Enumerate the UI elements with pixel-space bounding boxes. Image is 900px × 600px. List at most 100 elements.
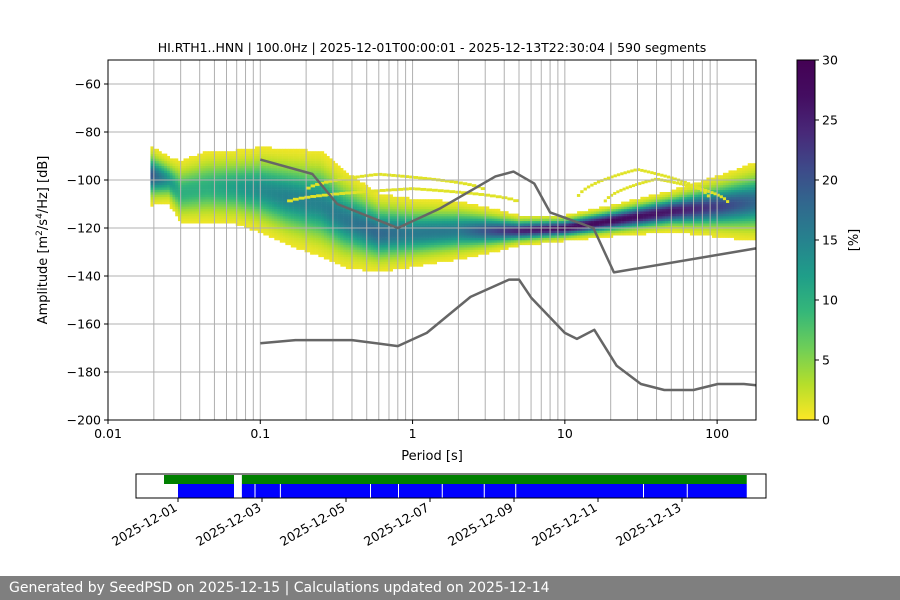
heatmap-cell <box>222 194 226 198</box>
heatmap-cell <box>665 213 669 217</box>
heatmap-cell <box>406 230 410 234</box>
heatmap-cell <box>643 228 647 231</box>
heatmap-cell <box>513 235 517 238</box>
heatmap-cell <box>312 168 316 171</box>
heatmap-cell <box>409 208 413 212</box>
heatmap-cell <box>480 247 484 250</box>
heatmap-cell <box>175 160 179 164</box>
heatmap-cell <box>279 228 283 231</box>
heatmap-cell <box>285 235 289 238</box>
heatmap-cell <box>428 218 432 222</box>
heatmap-cell <box>406 249 410 253</box>
heatmap-cell <box>271 151 275 154</box>
heatmap-cell <box>194 192 198 195</box>
heatmap-cell <box>266 194 270 198</box>
heatmap-cell <box>329 228 333 231</box>
heatmap-cell <box>329 168 333 171</box>
heatmap-cell <box>422 232 426 236</box>
heatmap-cell <box>447 220 451 224</box>
heatmap-cell <box>301 156 305 159</box>
heatmap-cell <box>345 182 349 186</box>
heatmap-cell <box>351 180 355 183</box>
heatmap-cell <box>199 168 204 171</box>
heatmap-cell <box>354 182 358 186</box>
heatmap-cell <box>340 225 344 229</box>
heatmap-cell <box>290 170 294 174</box>
heatmap-cell <box>268 182 272 186</box>
heatmap-cell <box>277 196 281 200</box>
heatmap-cell <box>164 156 168 159</box>
heatmap-cell <box>442 206 446 210</box>
heatmap-cell <box>175 208 179 212</box>
heatmap-cell <box>296 213 300 217</box>
heatmap-cell <box>290 237 294 241</box>
heatmap-cell <box>274 189 278 193</box>
heatmap-cell <box>318 175 322 178</box>
heatmap-cell <box>400 218 404 222</box>
heatmap-cell <box>158 201 162 205</box>
heatmap-cell <box>310 163 314 166</box>
heatmap-cell <box>274 196 278 200</box>
heatmap-cell <box>610 213 614 217</box>
heatmap-cell <box>695 192 699 195</box>
heatmap-cell <box>469 252 473 255</box>
heatmap-cell <box>411 232 415 236</box>
heatmap-cell <box>299 232 303 236</box>
heatmap-cell <box>384 249 388 253</box>
heatmap-cell <box>315 225 319 229</box>
heatmap-cell <box>698 228 702 231</box>
heatmap-cell <box>376 194 380 198</box>
heatmap-cell <box>453 204 457 207</box>
heatmap-cell <box>621 225 625 229</box>
heatmap-cell <box>293 177 297 181</box>
heatmap-cell <box>453 211 457 214</box>
heatmap-cell <box>153 170 157 174</box>
heatmap-cell <box>406 218 410 222</box>
heatmap-cell <box>389 216 393 219</box>
heatmap-cell <box>455 247 460 250</box>
heatmap-cell <box>310 213 314 217</box>
heatmap-cell <box>604 235 608 238</box>
heatmap-cell <box>621 223 625 226</box>
heatmap-cell <box>491 228 495 231</box>
heatmap-cell <box>257 196 261 200</box>
heatmap-cell <box>263 208 267 212</box>
heatmap-cell <box>164 182 168 186</box>
heatmap-cell <box>323 249 327 253</box>
heatmap-cell <box>648 218 652 222</box>
heatmap-cell <box>222 184 226 188</box>
heatmap-cell <box>621 204 625 207</box>
heatmap-cell <box>315 184 319 188</box>
heatmap-cell <box>312 201 316 205</box>
heatmap-cell <box>271 165 275 169</box>
heatmap-cell <box>348 206 352 210</box>
heatmap-cell <box>378 266 382 270</box>
heatmap-cell <box>266 182 270 186</box>
heatmap-cell <box>153 182 157 186</box>
heatmap-cell <box>321 254 325 258</box>
heatmap-cell <box>651 225 655 229</box>
heatmap-cell <box>623 228 627 231</box>
heatmap-cell <box>651 230 655 234</box>
heatmap-cell <box>577 228 581 231</box>
heatmap-cell <box>197 216 201 219</box>
heatmap-cell <box>301 153 305 157</box>
heatmap-cell <box>307 230 311 234</box>
heatmap-cell <box>340 228 344 231</box>
heatmap-cell <box>494 232 498 236</box>
heatmap-cell <box>519 237 523 241</box>
heatmap-cell <box>296 242 300 246</box>
heatmap-cell <box>235 194 239 198</box>
heatmap-cell <box>516 223 520 226</box>
heatmap-cell <box>684 189 688 193</box>
heatmap-cell <box>235 168 239 171</box>
heatmap-cell <box>326 201 330 205</box>
heatmap-cell <box>166 177 171 181</box>
heatmap-cell <box>590 216 594 219</box>
heatmap-cell <box>334 223 338 226</box>
heatmap-cell <box>541 230 545 234</box>
heatmap-cell <box>164 192 168 195</box>
heatmap-cell <box>411 230 415 234</box>
heatmap-cell <box>211 160 215 164</box>
heatmap-cell <box>508 223 512 226</box>
